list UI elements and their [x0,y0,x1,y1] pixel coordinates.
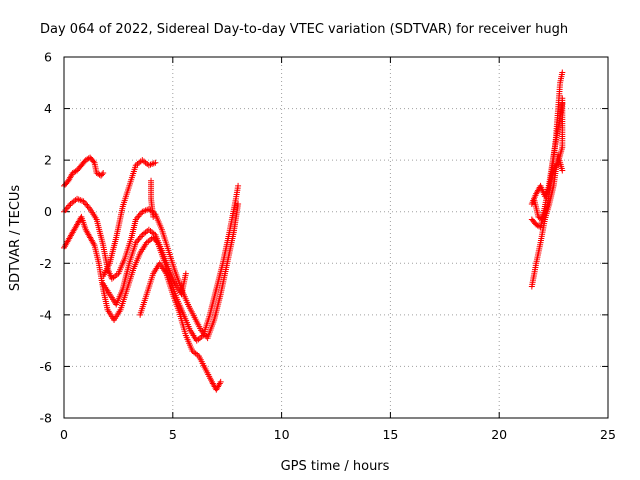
data-point [150,213,157,220]
data-point [62,207,69,214]
data-point [559,100,566,107]
x-tick-label: 5 [169,427,177,442]
data-point [84,203,91,210]
series-trace-b [61,195,242,342]
series-trace-e [100,157,159,280]
data-points [61,69,566,393]
data-point [138,233,145,240]
data-point [135,213,142,220]
y-tick-label: -8 [40,411,53,426]
x-tick-label: 20 [491,427,507,442]
data-point [235,182,242,189]
series-trace-f [137,260,224,393]
data-point [182,270,189,277]
series-trace-c [61,182,242,344]
series-trace-i [528,151,566,290]
y-tick-label: 2 [44,153,52,168]
data-point [64,204,71,211]
x-tick-label: 15 [382,427,398,442]
y-tick-label: 6 [44,50,52,65]
x-axis-label: GPS time / hours [281,459,390,474]
data-point [559,69,566,76]
x-tick-label: 0 [60,427,68,442]
x-tick-label: 10 [274,427,290,442]
chart-title: Day 064 of 2022, Sidereal Day-to-day VTE… [40,22,568,37]
data-point [100,170,107,177]
grid [64,57,608,418]
y-axis-label: SDTVAR / TECUs [8,185,23,292]
plot-frame [63,56,609,419]
data-point [135,236,142,243]
data-point [559,167,566,174]
data-point [99,171,106,178]
data-point [136,235,143,242]
data-point [83,201,90,208]
data-point [90,158,97,165]
data-point [66,202,73,209]
x-tick-label: 25 [600,427,616,442]
y-tick-label: -2 [40,256,52,271]
y-tick-label: 0 [44,204,52,219]
data-point [152,159,159,166]
series-trace-d [100,226,189,308]
data-point [136,211,143,218]
y-tick-label: -4 [40,307,53,322]
series-trace-g [148,177,157,220]
data-point [235,200,242,207]
series-trace-k [531,69,566,223]
y-tick-label: -6 [40,359,53,374]
y-tick-label: 4 [44,101,52,116]
data-point [63,205,70,212]
data-point [217,378,224,385]
